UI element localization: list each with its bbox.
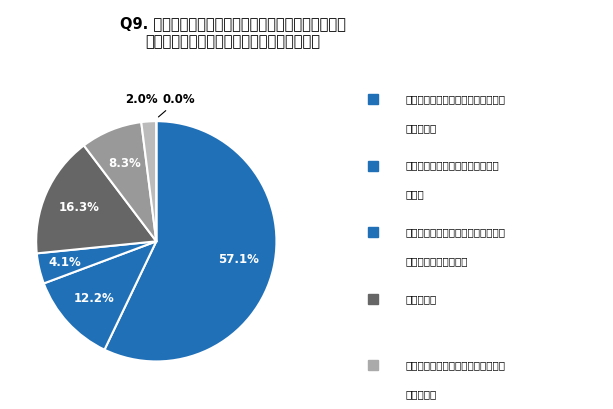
Text: 手厚かった: 手厚かった — [405, 389, 436, 399]
Text: かといえば手厚かった: かといえば手厚かった — [405, 256, 468, 266]
Wedge shape — [141, 121, 156, 241]
Wedge shape — [37, 241, 156, 283]
Wedge shape — [44, 241, 156, 350]
Wedge shape — [84, 122, 156, 241]
Text: Q9. 入社した企業と内定辞退をした企業では、内定後
のフォローの手厚さに違いがありましたか？: Q9. 入社した企業と内定辞退をした企業では、内定後 のフォローの手厚さに違いが… — [120, 16, 346, 49]
Text: 入社企業の方が辞退企業よりどちら: 入社企業の方が辞退企業よりどちら — [405, 227, 505, 237]
Text: 12.2%: 12.2% — [74, 292, 115, 305]
Text: 入社企業の方が辞退企業よりとても: 入社企業の方が辞退企業よりとても — [405, 94, 505, 104]
Text: 8.3%: 8.3% — [109, 157, 141, 170]
Text: 57.1%: 57.1% — [218, 254, 259, 266]
Text: 0.0%: 0.0% — [158, 93, 195, 117]
Text: 辞退企業の方が入社企業よりとても: 辞退企業の方が入社企業よりとても — [405, 360, 505, 371]
Text: 4.1%: 4.1% — [48, 256, 82, 269]
Wedge shape — [104, 121, 276, 362]
Text: 手厚かった: 手厚かった — [405, 123, 436, 133]
Text: 変わらない: 変わらない — [405, 294, 436, 304]
Wedge shape — [36, 146, 156, 253]
Text: 入社企業の方が辞退企業より手厚: 入社企業の方が辞退企業より手厚 — [405, 161, 499, 171]
Text: 16.3%: 16.3% — [59, 201, 100, 214]
Text: 2.0%: 2.0% — [125, 93, 158, 106]
Text: かった: かった — [405, 189, 424, 200]
